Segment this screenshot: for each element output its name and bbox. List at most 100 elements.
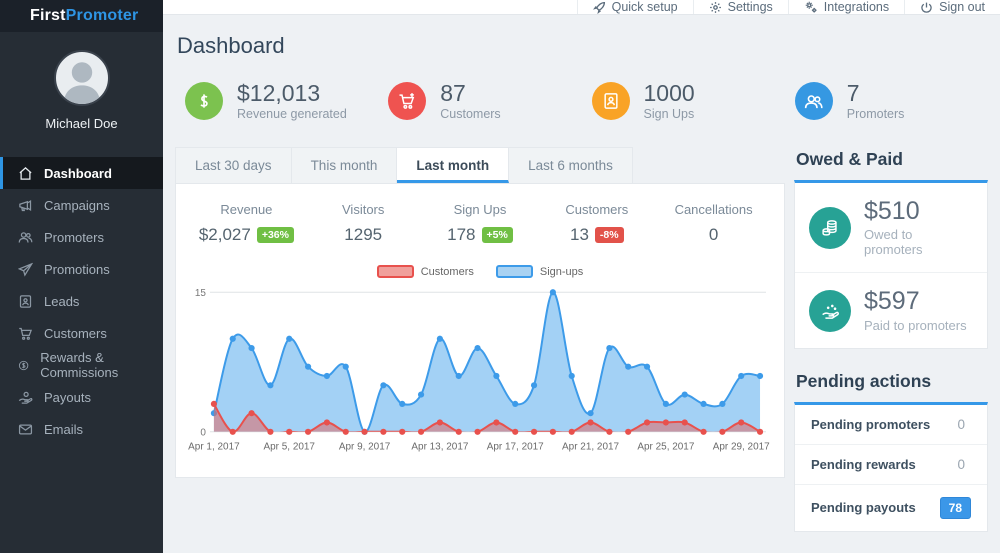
page-content: Dashboard $12,013 Revenue generated bbox=[163, 15, 1000, 553]
paid-row: $597 Paid to promoters bbox=[795, 272, 987, 347]
sidebar-item-payouts[interactable]: Payouts bbox=[0, 381, 163, 413]
user-name: Michael Doe bbox=[45, 116, 118, 131]
paper-plane-icon bbox=[18, 262, 33, 277]
sidebar-item-customers[interactable]: Customers bbox=[0, 317, 163, 349]
coins-icon bbox=[809, 206, 851, 249]
promoters-card: 7 Promoters bbox=[785, 81, 988, 121]
user-profile: Michael Doe bbox=[0, 32, 163, 145]
legend-signups[interactable]: Sign-ups bbox=[495, 265, 583, 279]
integrations-button[interactable]: Integrations bbox=[787, 0, 904, 14]
owed-row: $510 Owed to promoters bbox=[795, 183, 987, 272]
customers-label: Customers bbox=[440, 107, 501, 122]
svg-text:0: 0 bbox=[200, 427, 206, 438]
users-icon bbox=[794, 82, 833, 121]
svg-text:Apr 9, 2017: Apr 9, 2017 bbox=[339, 442, 391, 453]
side-column: Owed & Paid $510 Owed to promoters bbox=[794, 147, 988, 553]
pending-promoters-count: 0 bbox=[957, 416, 965, 432]
paid-value: $597 bbox=[864, 287, 920, 316]
dollar-circle-icon bbox=[18, 360, 29, 370]
users-icon bbox=[18, 231, 33, 243]
stat-revenue: Revenue $2,027 +36% bbox=[188, 202, 305, 245]
tab-last-30-days[interactable]: Last 30 days bbox=[175, 147, 292, 184]
customers-card: 87 Customers bbox=[378, 81, 581, 121]
chart-legend: Customers Sign-ups bbox=[188, 265, 772, 279]
quick-setup-button[interactable]: Quick setup bbox=[576, 0, 693, 14]
cart-icon bbox=[19, 327, 33, 340]
page-title: Dashboard bbox=[177, 33, 285, 58]
topbar: Quick setup Settings Integrations Sign o… bbox=[163, 0, 1000, 15]
period-stats: Revenue $2,027 +36% Visitors 1295 Sign Up… bbox=[188, 202, 772, 245]
legend-customers[interactable]: Customers bbox=[376, 265, 474, 279]
svg-text:Apr 17, 2017: Apr 17, 2017 bbox=[487, 442, 544, 453]
chart-column: Last 30 days This month Last month Last … bbox=[175, 147, 785, 479]
app-logo[interactable]: First Promoter bbox=[0, 0, 163, 32]
owed-paid-title: Owed & Paid bbox=[796, 149, 903, 170]
sidebar-item-campaigns[interactable]: Campaigns bbox=[0, 189, 163, 221]
sidebar-item-label: Promotions bbox=[44, 261, 110, 277]
hand-money-icon bbox=[18, 391, 33, 404]
signups-customers-chart[interactable]: 0 15 Apr 1, 2017 Apr 5, 2017 Apr 9, 2017 Apr … bbox=[188, 282, 772, 458]
gear-icon bbox=[709, 1, 721, 13]
signups-label: Sign Ups bbox=[643, 107, 695, 122]
promoters-label: Promoters bbox=[846, 107, 905, 122]
pending-rewards-count: 0 bbox=[957, 456, 965, 472]
svg-text:Apr 13, 2017: Apr 13, 2017 bbox=[411, 442, 468, 453]
owed-value: $510 bbox=[864, 197, 920, 226]
stat-visitors: Visitors 1295 bbox=[342, 202, 385, 245]
owed-label: Owed to promoters bbox=[864, 227, 923, 258]
stat-cancellations: Cancellations 0 bbox=[674, 202, 753, 245]
sidebar-item-label: Emails bbox=[44, 421, 84, 437]
logo-text-first: First bbox=[30, 7, 66, 24]
sidebar: First Promoter Michael Doe Dashboard Camp… bbox=[0, 0, 163, 553]
stat-customers: Customers 13 -8% bbox=[565, 202, 629, 245]
hand-coins-icon bbox=[809, 289, 851, 332]
pending-payouts-row[interactable]: Pending payouts 78 bbox=[795, 483, 987, 531]
svg-text:Apr 29, 2017: Apr 29, 2017 bbox=[713, 442, 770, 453]
person-silhouette-icon bbox=[63, 62, 100, 104]
avatar[interactable] bbox=[53, 50, 110, 106]
sidebar-item-emails[interactable]: Emails bbox=[0, 413, 163, 445]
signups-card: 1000 Sign Ups bbox=[582, 81, 785, 121]
tab-last-month[interactable]: Last month bbox=[397, 147, 510, 184]
pending-actions-card: Pending promoters 0 Pending rewards 0 Pe… bbox=[794, 401, 988, 532]
rocket-icon bbox=[592, 1, 605, 14]
customers-swatch bbox=[376, 265, 414, 279]
svg-text:Apr 25, 2017: Apr 25, 2017 bbox=[637, 442, 694, 453]
tab-this-month[interactable]: This month bbox=[291, 147, 398, 184]
stat-signups: Sign Ups 178 +5% bbox=[422, 202, 539, 245]
sidebar-item-promotions[interactable]: Promotions bbox=[0, 253, 163, 285]
sidebar-item-leads[interactable]: Leads bbox=[0, 285, 163, 317]
sidebar-item-label: Promoters bbox=[44, 229, 104, 245]
main-area: Quick setup Settings Integrations Sign o… bbox=[163, 0, 1000, 553]
signups-value: 1000 bbox=[643, 80, 695, 106]
dollar-icon bbox=[185, 82, 223, 121]
sidebar-item-label: Dashboard bbox=[44, 165, 112, 181]
sidebar-item-label: Campaigns bbox=[44, 197, 110, 213]
logo-text-second: Promoter bbox=[65, 7, 139, 24]
pending-promoters-row[interactable]: Pending promoters 0 bbox=[795, 405, 987, 444]
pending-rewards-row[interactable]: Pending rewards 0 bbox=[795, 443, 987, 484]
sidebar-item-rewards[interactable]: Rewards & Commissions bbox=[0, 349, 163, 381]
sidebar-item-dashboard[interactable]: Dashboard bbox=[0, 157, 163, 189]
envelope-icon bbox=[18, 424, 33, 434]
tab-last-6-months[interactable]: Last 6 months bbox=[509, 147, 633, 184]
sidebar-item-promoters[interactable]: Promoters bbox=[0, 221, 163, 253]
revenue-label: Revenue generated bbox=[237, 107, 347, 122]
summary-cards: $12,013 Revenue generated 87 Customers bbox=[175, 81, 988, 121]
sidebar-item-label: Rewards & Commissions bbox=[40, 350, 119, 380]
topbar-item-label: Sign out bbox=[939, 0, 985, 14]
signups-swatch bbox=[495, 265, 533, 279]
sign-out-button[interactable]: Sign out bbox=[904, 0, 1000, 14]
home-icon bbox=[19, 166, 32, 180]
pending-actions-title: Pending actions bbox=[796, 370, 932, 391]
svg-text:Apr 1, 2017: Apr 1, 2017 bbox=[188, 442, 240, 453]
revenue-card: $12,013 Revenue generated bbox=[175, 81, 378, 121]
sidebar-nav: Dashboard Campaigns Promoters Promotions… bbox=[0, 157, 163, 445]
signups-change-badge: +5% bbox=[481, 227, 513, 243]
customers-value: 87 bbox=[440, 80, 466, 106]
topbar-item-label: Quick setup bbox=[611, 0, 678, 14]
settings-button[interactable]: Settings bbox=[692, 0, 788, 14]
promoters-value: 7 bbox=[846, 80, 860, 106]
chart-panel: Revenue $2,027 +36% Visitors 1295 Sign Up… bbox=[175, 183, 785, 479]
